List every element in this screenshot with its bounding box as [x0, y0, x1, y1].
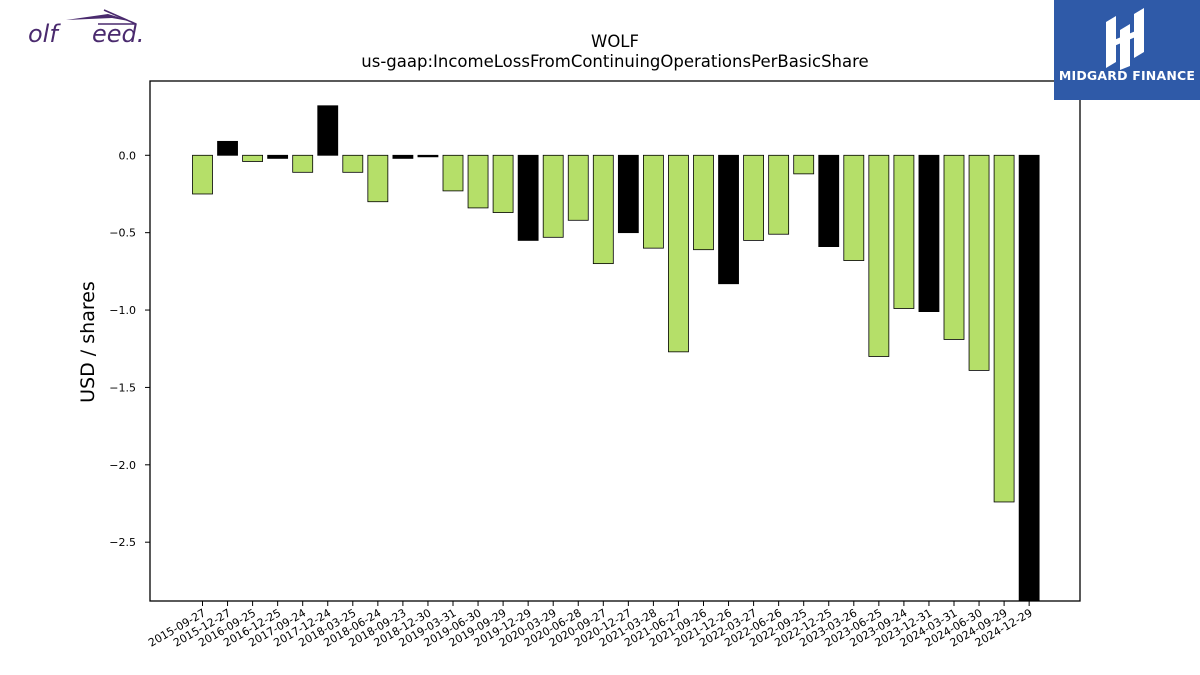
bar-2024-06-30 — [968, 154, 990, 371]
midgard-finance-logo: MIDGARD FINANCE — [1054, 0, 1200, 100]
y-tick-label: −1.0 — [109, 304, 136, 317]
bar-2019-03-31 — [442, 154, 464, 192]
bar-2015-09-27 — [192, 154, 213, 195]
midgard-emblem-icon — [1106, 8, 1144, 70]
midgard-brand-text: MIDGARD FINANCE — [1058, 68, 1196, 83]
bar-2022-03-27 — [743, 154, 764, 241]
bar-2017-12-24 — [317, 105, 339, 156]
bar-2024-12-29 — [1018, 154, 1040, 601]
bar-2016-09-25 — [242, 154, 264, 162]
bar-2023-06-25 — [868, 154, 890, 357]
y-tick-label: 0.0 — [119, 149, 137, 162]
bar-2021-12-26 — [718, 154, 739, 285]
bar-2023-03-26 — [843, 154, 865, 261]
bar-2021-06-27 — [668, 154, 689, 353]
bar-2022-09-25 — [793, 154, 815, 175]
y-tick-label: −0.5 — [109, 227, 136, 240]
y-axis-label: USD / shares — [77, 281, 99, 403]
chart-subtitle: us-gaap:IncomeLossFromContinuingOperatio… — [361, 52, 869, 71]
bar-2016-12-25 — [267, 154, 289, 159]
y-tick-label: −1.5 — [109, 381, 136, 394]
y-tick-label: −2.0 — [109, 459, 136, 472]
bar-2017-09-24 — [292, 154, 314, 173]
bar-2024-03-31 — [943, 154, 965, 340]
plot-frame — [149, 80, 1081, 602]
bar-2022-06-26 — [768, 154, 790, 235]
bar-2019-06-30 — [467, 154, 489, 209]
svg-text:olf: olf — [28, 20, 61, 48]
bar-2021-09-26 — [693, 154, 714, 251]
bar-2018-03-25 — [342, 154, 364, 173]
bar-2020-06-28 — [567, 154, 589, 221]
wolfspeed-logo: olf eed. — [26, 4, 156, 52]
bar-2018-09-23 — [392, 154, 414, 159]
bar-2018-06-24 — [367, 154, 389, 203]
bar-2023-09-24 — [893, 154, 915, 309]
bar-2024-09-29 — [993, 154, 1015, 503]
y-axis: 0.0 −0.5 −1.0 −1.5 −2.0 −2.5 — [109, 149, 150, 549]
bar-2023-12-31 — [918, 154, 940, 312]
bar-2020-12-27 — [617, 154, 639, 234]
bar-2020-09-27 — [592, 154, 614, 265]
bar-2020-03-29 — [542, 154, 564, 238]
bar-2019-09-29 — [492, 154, 514, 213]
x-axis: 2015-09-272015-12-272016-09-252016-12-25… — [146, 601, 1035, 650]
bar-2019-12-29 — [517, 154, 539, 241]
wolfspeed-logo-mark: olf eed. — [28, 9, 144, 48]
bar-2015-12-27 — [217, 140, 238, 156]
bar-2021-03-28 — [643, 154, 664, 249]
bar-2018-12-30 — [417, 154, 439, 158]
chart-title: WOLF — [591, 32, 639, 51]
bars-group — [192, 105, 1040, 601]
bar-2022-12-25 — [818, 154, 840, 247]
y-tick-label: −2.5 — [109, 536, 136, 549]
